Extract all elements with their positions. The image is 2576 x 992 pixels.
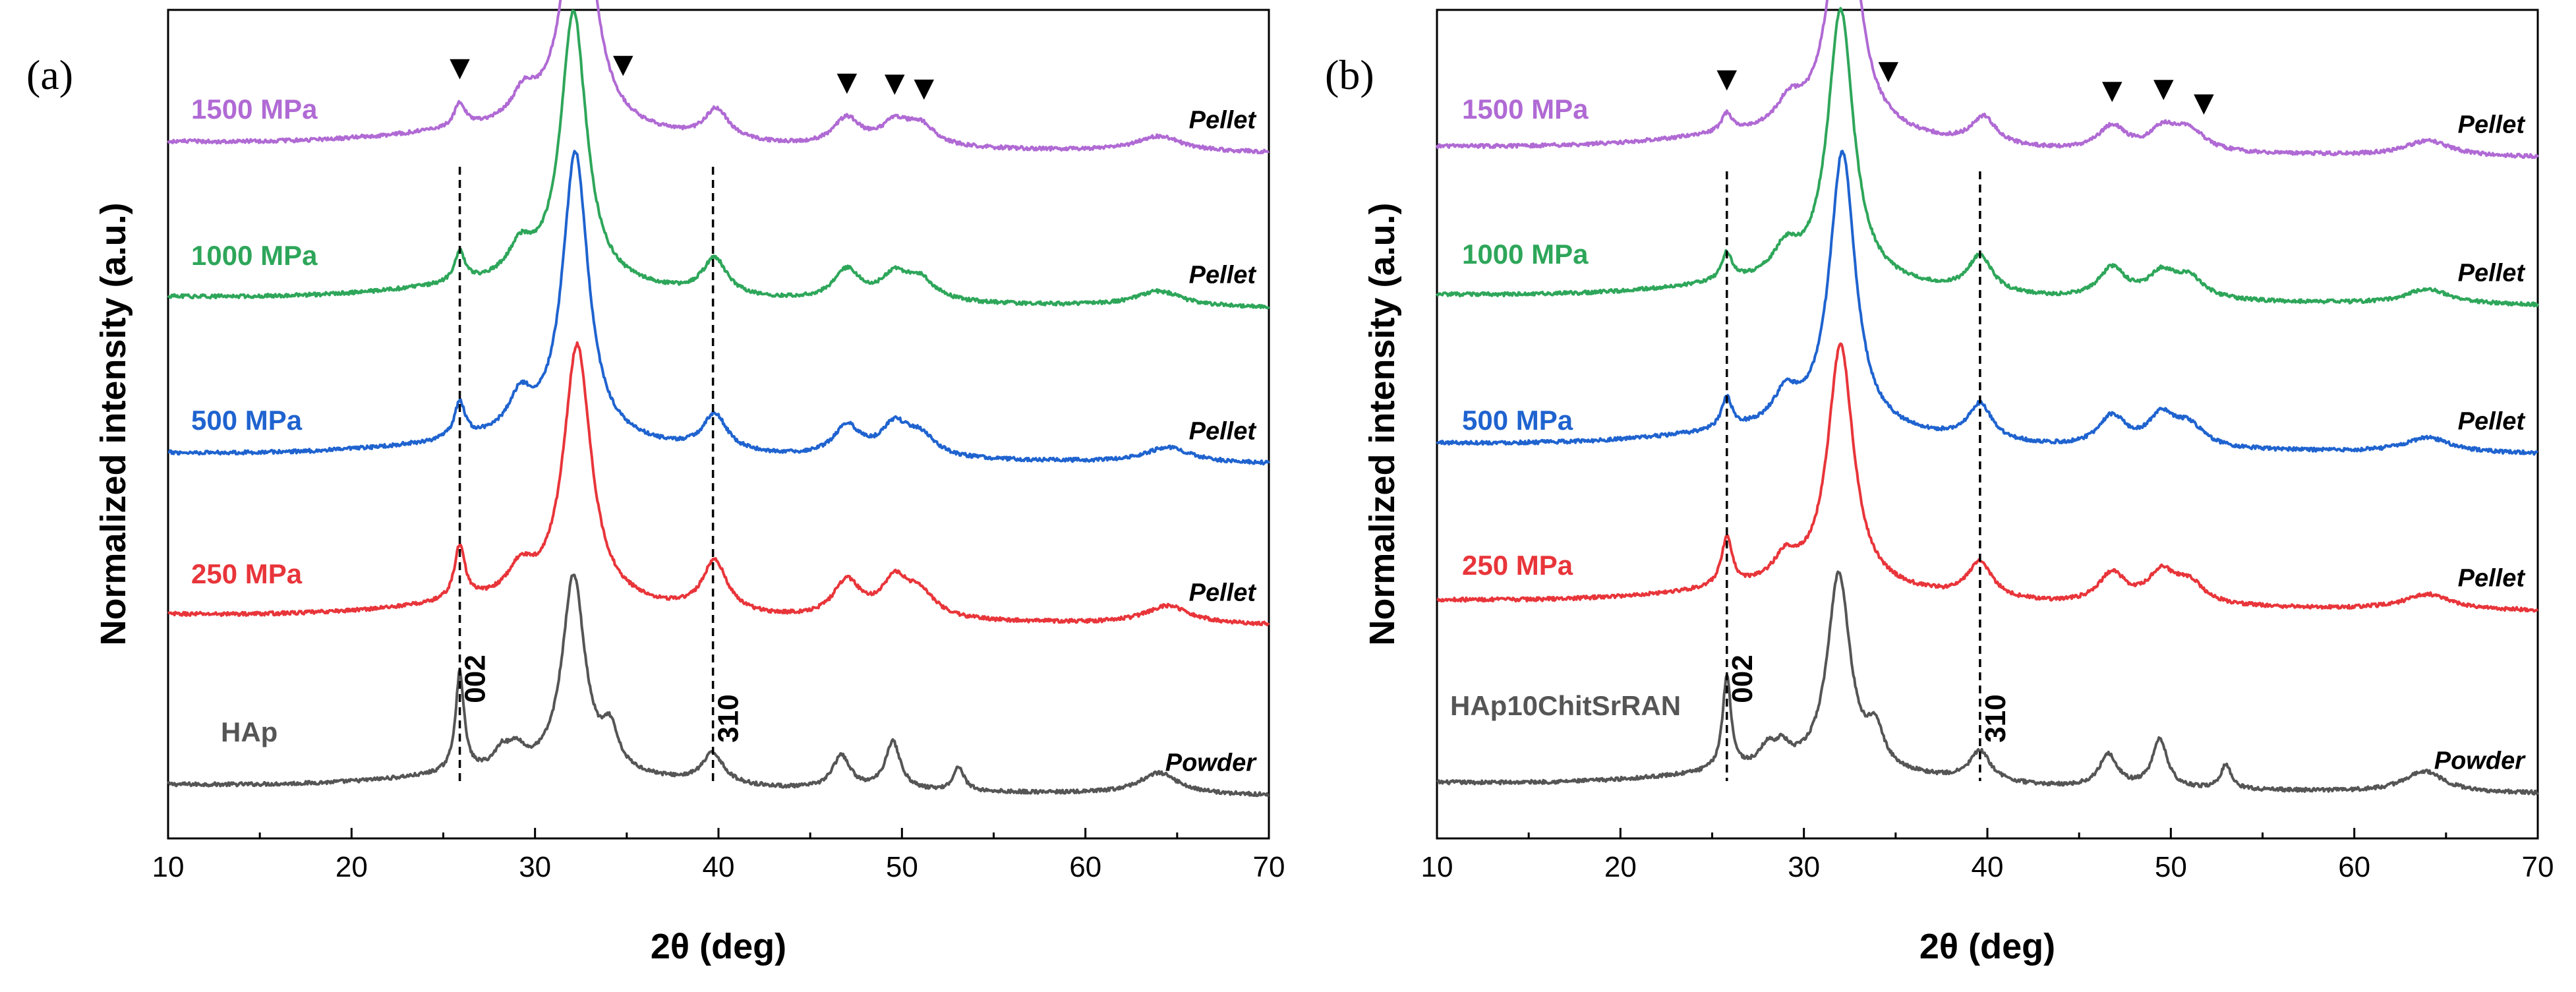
x-tick-label: 20 xyxy=(1604,851,1637,883)
peak-marker: ▼ xyxy=(1878,55,1898,86)
chart-panel-b: (b) 10 20 30 40 50 60 70 2θ (deg) Normalized inte… xyxy=(1325,0,2554,966)
series-line-250-mpa xyxy=(167,341,1270,627)
peak-marker: ▼ xyxy=(1716,63,1737,94)
series-label: 1500 MPa xyxy=(191,94,318,125)
x-tick-label: 50 xyxy=(886,851,918,883)
series-line-hap xyxy=(167,573,1270,798)
series-line-1500-mpa xyxy=(167,0,1270,155)
series-label: HAp10ChitSrRAN xyxy=(1450,690,1681,721)
series-label: 250 MPa xyxy=(1462,550,1573,581)
x-tick-label: 50 xyxy=(2155,851,2187,883)
series-label: 1000 MPa xyxy=(1462,239,1589,270)
x-tick-label: 30 xyxy=(1788,851,1820,883)
sample-type-label: Pellet xyxy=(2458,408,2526,436)
sample-type-label: Pellet xyxy=(2458,111,2526,139)
peak-marker: ▼ xyxy=(613,49,633,80)
series-label: 500 MPa xyxy=(191,405,303,436)
series-line-1000-mpa xyxy=(167,9,1270,310)
y-axis-title: Normalized intensity (a.u.) xyxy=(94,202,133,645)
peak-marker: ▼ xyxy=(2102,75,2122,105)
x-tick-label: 20 xyxy=(336,851,368,883)
x-tick-label: 40 xyxy=(1972,851,2004,883)
series-label: 1000 MPa xyxy=(191,240,318,271)
x-axis-title: 2θ (deg) xyxy=(651,927,786,966)
x-tick-label: 40 xyxy=(703,851,735,883)
hkl-label: 310 xyxy=(713,694,745,742)
sample-type-label: Pellet xyxy=(1189,262,1257,289)
sample-type-label: Powder xyxy=(1165,749,1257,777)
sample-type-label: Pellet xyxy=(2458,260,2526,287)
x-axis-title: 2θ (deg) xyxy=(1919,927,2055,966)
sample-type-label: Pellet xyxy=(2458,565,2526,593)
x-tick-label: 70 xyxy=(1253,851,1285,883)
series-line-hap10chitsrran xyxy=(1436,570,2539,796)
sample-type-label: Pellet xyxy=(1189,418,1257,446)
peak-marker: ▼ xyxy=(2194,88,2214,118)
hkl-label: 002 xyxy=(1726,655,1759,703)
y-axis-title: Normalized intensity (a.u.) xyxy=(1362,202,1402,645)
series-label: 1500 MPa xyxy=(1462,94,1589,125)
hkl-label: 310 xyxy=(1979,694,2012,742)
x-tick-label: 60 xyxy=(2338,851,2370,883)
series-line-1000-mpa xyxy=(1436,7,2539,308)
x-tick-label: 10 xyxy=(152,851,185,883)
series-label: 500 MPa xyxy=(1462,405,1573,436)
x-tick-label: 60 xyxy=(1069,851,1101,883)
series-line-500-mpa xyxy=(167,150,1270,466)
hkl-label: 002 xyxy=(459,655,492,703)
panel-label: (b) xyxy=(1325,51,1374,98)
x-tick-label: 30 xyxy=(519,851,551,883)
peak-marker: ▼ xyxy=(2153,73,2174,103)
series-line-250-mpa xyxy=(1436,342,2538,613)
series-line-500-mpa xyxy=(1436,150,2538,456)
peak-marker: ▼ xyxy=(450,53,470,83)
peak-marker: ▼ xyxy=(885,68,905,98)
peak-marker: ▼ xyxy=(914,73,934,103)
chart-panel-a: (a) 10 20 30 40 50 60 70 2θ (deg) Normalized inte… xyxy=(26,0,1285,966)
x-tick-label: 10 xyxy=(1421,851,1453,883)
sample-type-label: Pellet xyxy=(1189,579,1257,607)
panel-label: (a) xyxy=(26,51,73,98)
series-label: HAp xyxy=(221,716,278,747)
peak-marker: ▼ xyxy=(836,67,857,98)
sample-type-label: Powder xyxy=(2434,747,2526,775)
series-line-1500-mpa xyxy=(1436,0,2539,160)
x-tick-label: 70 xyxy=(2522,851,2554,883)
series-label: 250 MPa xyxy=(191,558,303,589)
sample-type-label: Pellet xyxy=(1189,107,1257,134)
